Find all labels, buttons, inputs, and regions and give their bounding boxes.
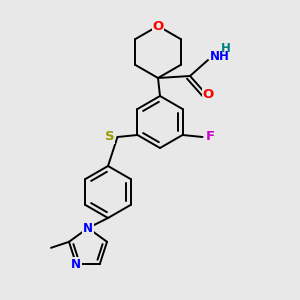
Text: H: H xyxy=(221,41,231,55)
Text: O: O xyxy=(152,20,164,32)
Text: F: F xyxy=(206,130,215,143)
Text: NH: NH xyxy=(210,50,230,62)
Text: N: N xyxy=(71,258,81,271)
Text: N: N xyxy=(83,221,93,235)
Text: S: S xyxy=(105,130,114,143)
Text: O: O xyxy=(202,88,214,100)
